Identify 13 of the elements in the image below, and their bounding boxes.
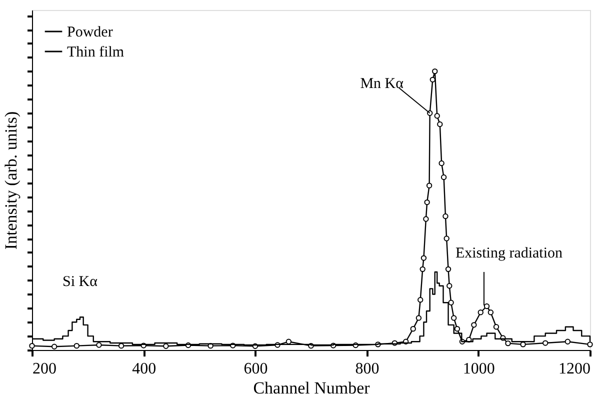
- annotation: Existing radiation: [455, 245, 564, 262]
- annotation: Si Kα: [62, 274, 98, 290]
- legend-label: Powder: [67, 24, 113, 40]
- annotation: Mn Kα: [360, 76, 404, 92]
- x-tick-label: 800: [355, 360, 380, 378]
- y-axis-title: Intensity (arb. units): [2, 111, 20, 250]
- x-tick-label: 600: [244, 360, 268, 378]
- x-tick-label: 200: [32, 360, 56, 378]
- legend-label: Thin film: [67, 44, 124, 60]
- x-tick-label: 1200: [558, 360, 590, 378]
- x-tick-label: 1000: [462, 360, 495, 378]
- x-axis-title: Channel Number: [253, 378, 370, 398]
- x-tick-label: 400: [132, 360, 156, 378]
